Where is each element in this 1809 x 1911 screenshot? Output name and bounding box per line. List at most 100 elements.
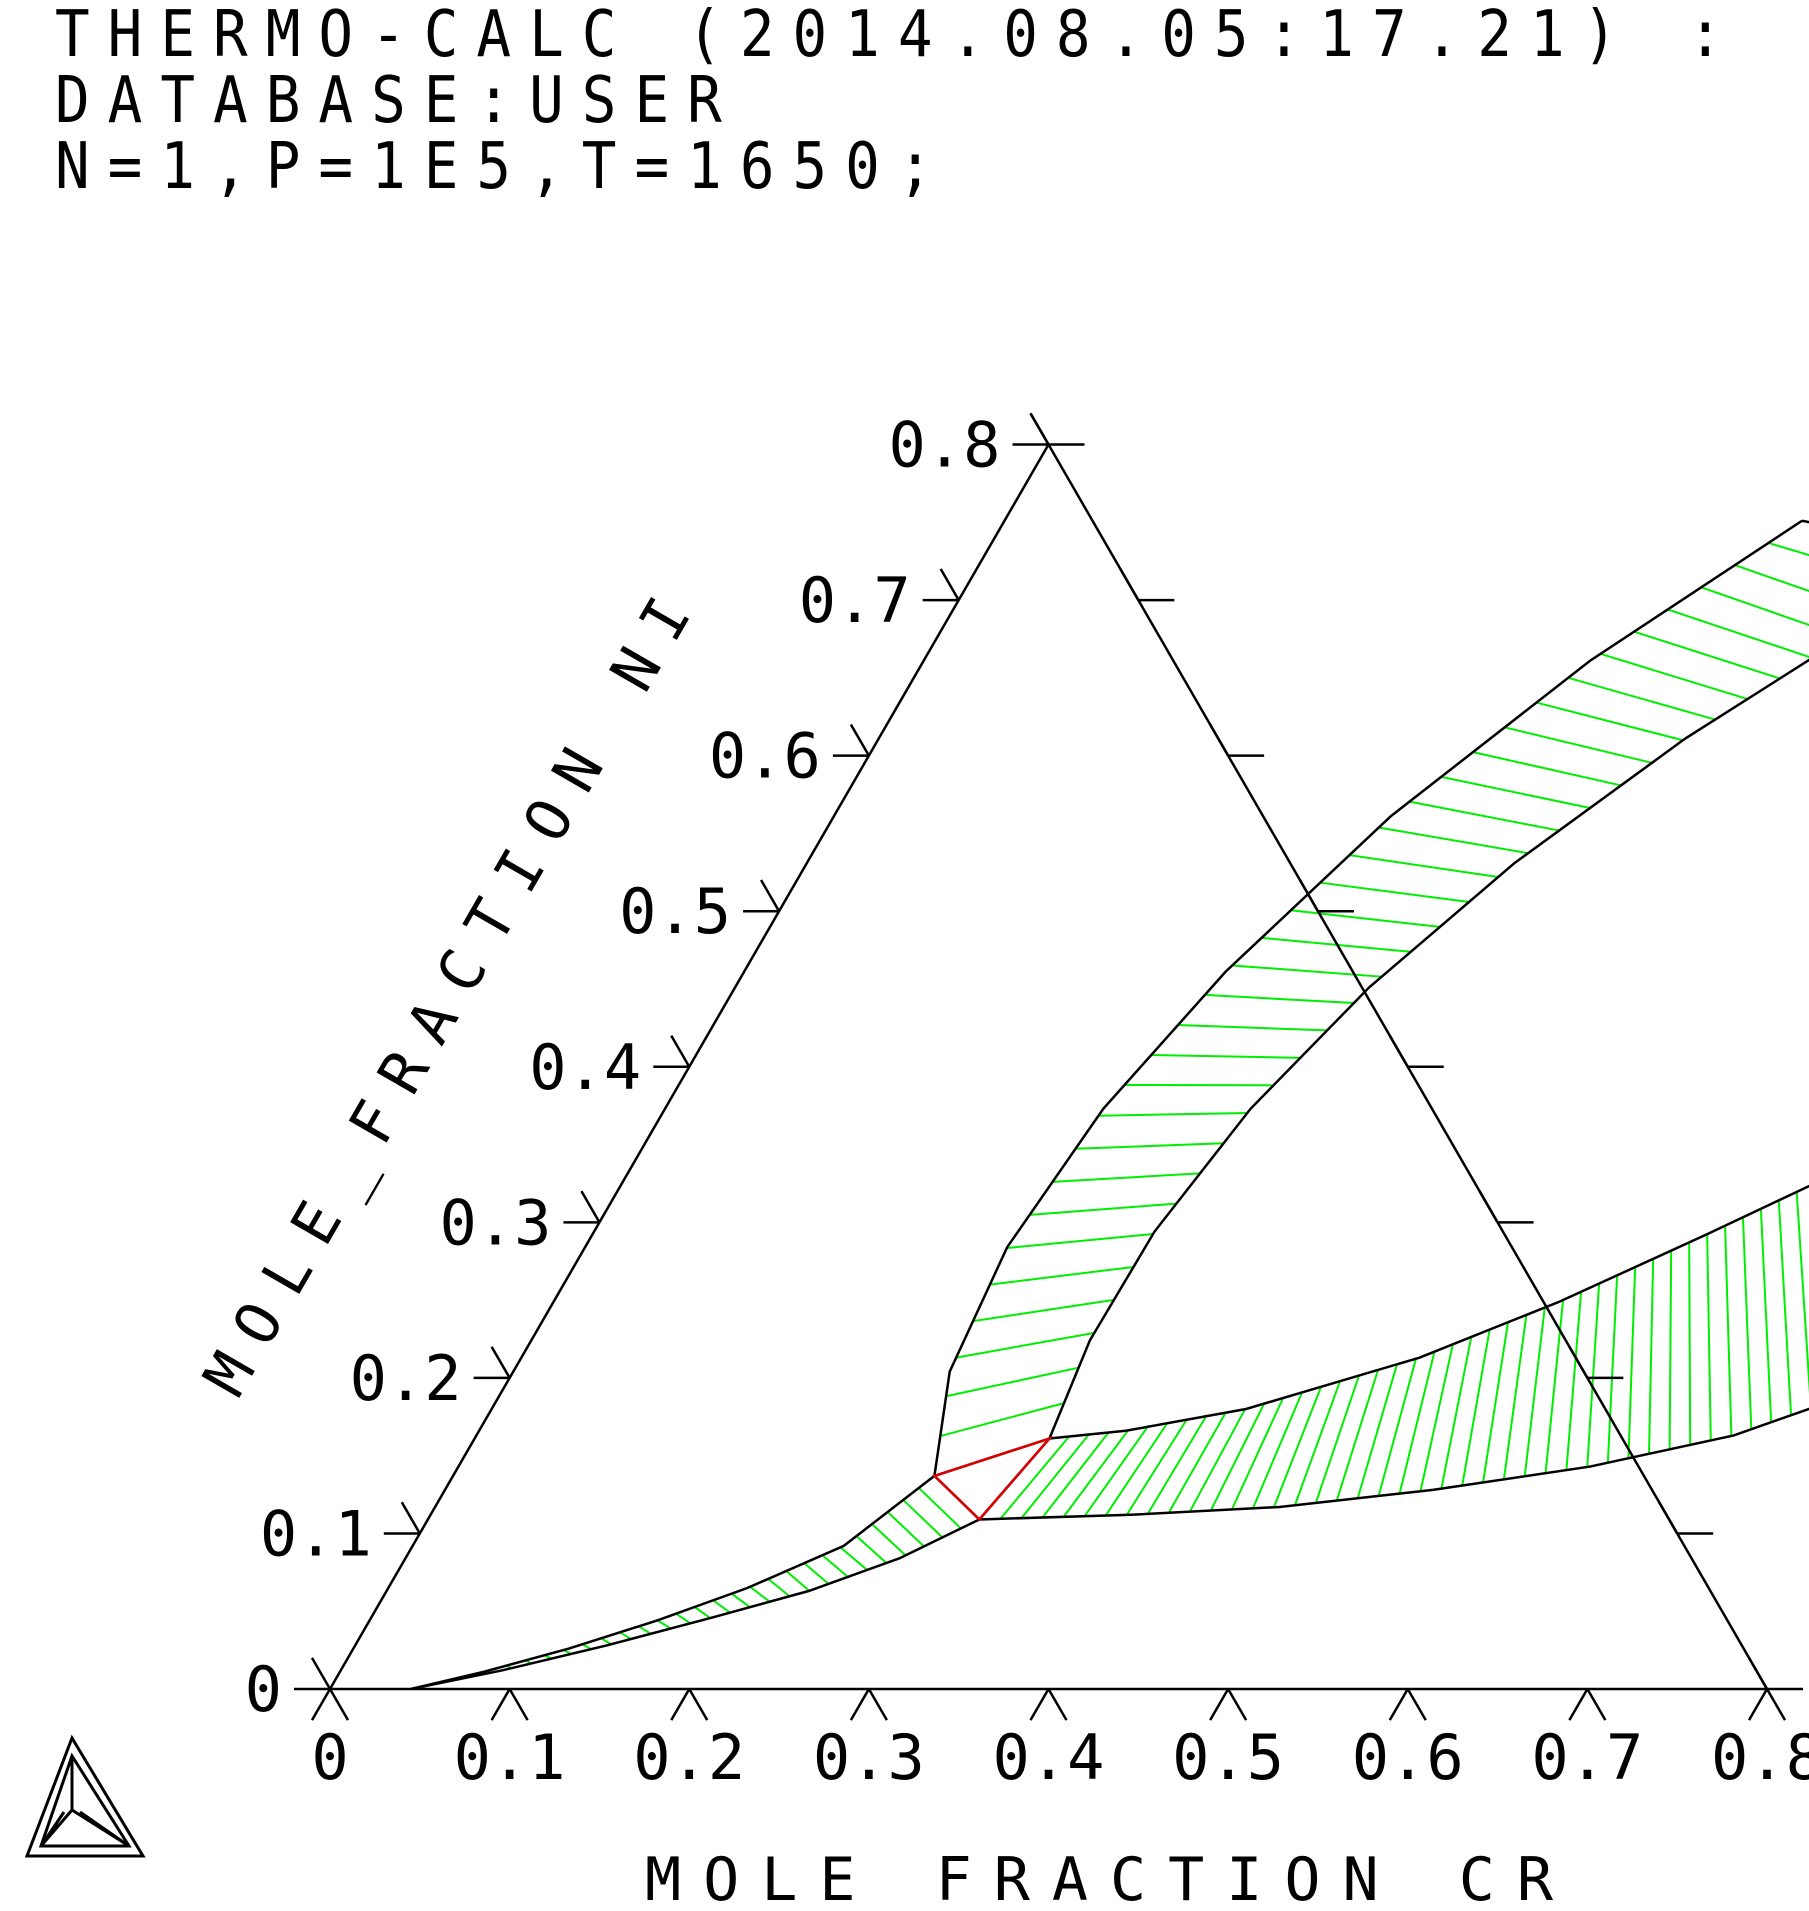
tie-line [1378,826,1529,855]
x-axis-title: MOLE_FRACTION CR [645,1845,1575,1911]
tie-line [902,1499,944,1539]
tie-line [1204,993,1354,1005]
tie-line [712,1599,731,1614]
chart-header: THERMO-CALC (2014.08.05:17.21) : DATABAS… [55,2,1741,200]
y-tick [759,879,781,912]
tie-line [1098,1112,1248,1117]
tie-line [1544,1299,1565,1474]
right-tick [1209,723,1230,757]
tie-line [1293,1380,1341,1506]
tie-line [1502,1314,1528,1480]
x-tick [490,1688,511,1721]
tie-line [1230,1397,1284,1510]
x-tick-label: 0.2 [633,1721,745,1794]
tie-line [886,1511,925,1548]
header-program-line: THERMO-CALC (2014.08.05:17.21) : [55,0,1741,72]
y-tick-label: 0.7 [799,564,911,637]
tie-line [1178,1023,1328,1032]
x-tick [1747,1688,1769,1721]
tie-line [638,1625,652,1635]
tie-line [1504,726,1653,764]
tie-line [1320,881,1470,903]
phase-regions [410,519,1809,1691]
tie-line [1209,1403,1265,1512]
phase-boundary [410,1474,936,1691]
x-tick [1568,1688,1589,1721]
tie-line [1567,676,1716,721]
x-tick [1047,1688,1068,1721]
tie-line [1606,1275,1619,1463]
right-tick [1747,1657,1769,1690]
tie-line [1041,1431,1110,1519]
y-tick-label: 0.6 [709,720,821,793]
thermo-calc-logo-icon [24,1734,146,1858]
right-tick [1658,1501,1679,1535]
y-tick [310,1657,332,1690]
tie-line [1759,1208,1773,1423]
right-tick [1119,568,1140,601]
tick-labels: 0 0.1 0.2 0.3 0.4 0.5 0.6 0.7 0.8 0 0.1 0.2 0.3 0.4 0.… [245,409,1809,1794]
tie-line [785,1570,810,1592]
tie-line [1441,775,1591,809]
x-tick-label: 0.1 [454,1721,566,1794]
x-tick [867,1688,888,1721]
x-tick [1406,1688,1427,1721]
right-tick [1568,1346,1589,1379]
tie-line [855,1535,888,1564]
tie-line [1062,1429,1129,1518]
tie-line [1724,1225,1733,1436]
tie-line [955,1331,1095,1359]
phase-boundary [1049,1184,1809,1440]
tie-line [1795,1191,1809,1395]
tie-line [1741,1217,1753,1430]
x-tick [1388,1688,1409,1721]
tie-line [1377,1358,1417,1497]
tie-line [1472,751,1622,787]
x-tick-label: 0.5 [1172,1721,1284,1794]
x-tick-label: 0.3 [813,1721,925,1794]
x-tick [1586,1688,1607,1721]
tie-line [1706,1234,1712,1441]
tie-line [1633,630,1781,680]
tie-line [1104,1422,1168,1517]
tie-line [767,1578,791,1598]
x-tick-label: 0.8 [1711,1721,1809,1794]
tie-line [1565,1291,1583,1471]
tie-line [1356,1364,1398,1499]
tie-line [1349,854,1499,879]
tie-line [1482,1322,1510,1483]
phase-boundary [933,519,1803,1477]
tie-line [1251,1392,1303,1509]
tie-line [821,1554,849,1578]
tie-line [999,1435,1070,1520]
tie-line [1151,1053,1301,1059]
tie-line [1167,1412,1227,1514]
tie-line [619,1631,632,1640]
right-tick [1029,412,1050,446]
y-tick-label: 0.2 [350,1342,462,1415]
y-tick [849,723,870,757]
tie-line [803,1562,830,1585]
tie-line [1667,608,1809,658]
tie-line [749,1586,771,1603]
axis-ticks [294,412,1803,1721]
tie-line [1586,1283,1601,1468]
x-tick [1227,1688,1248,1721]
tie-line [1777,1200,1793,1416]
tie-line [1029,1202,1177,1216]
tie-line [1188,1408,1246,1513]
tie-line [1314,1375,1360,1504]
tie-line [1523,1307,1546,1477]
y-tick [400,1501,421,1535]
tie-line [693,1606,711,1619]
x-tick-label: 0.7 [1531,1721,1643,1794]
y-tick [670,1034,691,1068]
tie-line [675,1612,692,1625]
tie-line [731,1592,751,1608]
tie-line [656,1619,672,1630]
tie-line [1768,541,1809,557]
tie-line [1440,1336,1473,1489]
tie-line [1273,1386,1322,1508]
x-tick [508,1688,529,1721]
